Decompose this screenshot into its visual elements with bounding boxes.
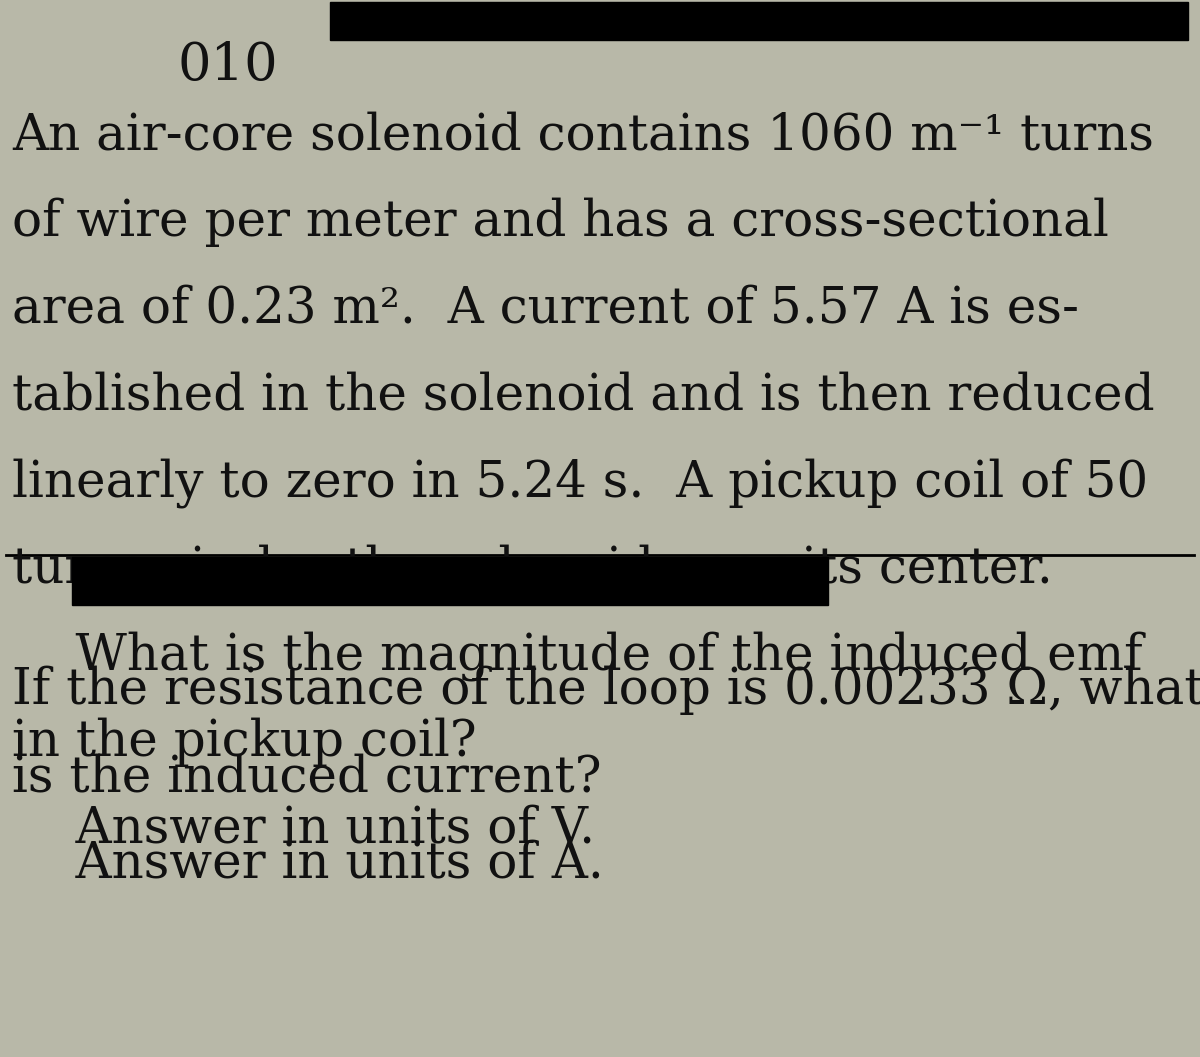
Text: linearly to zero in 5.24 s.  A pickup coil of 50: linearly to zero in 5.24 s. A pickup coi… (12, 458, 1148, 507)
Text: in the pickup coil?: in the pickup coil? (12, 718, 476, 767)
Text: tablished in the solenoid and is then reduced: tablished in the solenoid and is then re… (12, 371, 1154, 421)
Text: Answer in units of A.: Answer in units of A. (12, 839, 604, 889)
Text: If the resistance of the loop is 0.00233 Ω, what: If the resistance of the loop is 0.00233… (12, 666, 1200, 716)
Bar (330, 2, 1188, 40)
Text: An air-core solenoid contains 1060 m⁻¹ turns: An air-core solenoid contains 1060 m⁻¹ t… (12, 111, 1154, 161)
Text: What is the magnitude of the induced emf: What is the magnitude of the induced emf (12, 631, 1142, 681)
Text: area of 0.23 m².  A current of 5.57 A is es-: area of 0.23 m². A current of 5.57 A is … (12, 284, 1079, 334)
Text: Answer in units of V.: Answer in units of V. (12, 804, 595, 854)
Text: of wire per meter and has a cross-sectional: of wire per meter and has a cross-sectio… (12, 198, 1109, 247)
Text: 010: 010 (178, 40, 278, 91)
Bar (72, 557, 828, 605)
Text: turns circles the solenoid near its center.: turns circles the solenoid near its cent… (12, 544, 1052, 594)
Text: is the induced current?: is the induced current? (12, 753, 601, 802)
